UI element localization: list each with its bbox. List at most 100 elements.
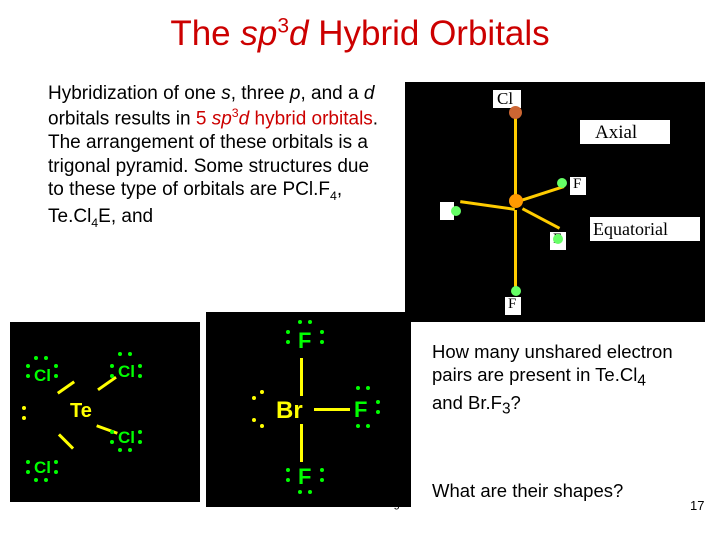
q1-t2: and Br.F bbox=[432, 392, 502, 413]
dot-icon bbox=[54, 460, 58, 464]
dot-icon bbox=[138, 364, 142, 368]
lewis-tecl4: Te Cl Cl Cl Cl bbox=[10, 322, 200, 502]
dot-icon bbox=[22, 416, 26, 420]
dot-icon bbox=[110, 374, 114, 378]
dot-icon bbox=[356, 386, 360, 390]
dot-icon bbox=[34, 478, 38, 482]
f-label-3: F bbox=[298, 464, 311, 490]
cl-label: Cl bbox=[497, 89, 513, 109]
dot-icon bbox=[22, 406, 26, 410]
geometry-diagram: Cl Axial F F Equatorial F bbox=[405, 82, 705, 322]
page-title: The sp3d Hybrid Orbitals bbox=[0, 0, 720, 54]
body-s: s bbox=[221, 83, 231, 104]
bond-eq3 bbox=[522, 207, 560, 229]
dot-icon bbox=[286, 340, 290, 344]
dot-icon bbox=[366, 424, 370, 428]
axial-label: Axial bbox=[595, 122, 637, 144]
cl-label-4: Cl bbox=[34, 458, 51, 478]
br-label: Br bbox=[276, 397, 303, 425]
title-sp: sp bbox=[240, 14, 277, 53]
bond-yv2 bbox=[300, 424, 303, 462]
footer-text: Theories of chemical bonding bbox=[256, 498, 400, 510]
center-atom-icon bbox=[509, 194, 523, 208]
cl-label-3: Cl bbox=[118, 428, 135, 448]
body-t4: orbitals results in bbox=[48, 108, 196, 129]
dot-icon bbox=[286, 478, 290, 482]
title-pre: The bbox=[170, 14, 240, 53]
eq3-atom-icon bbox=[553, 234, 563, 244]
bond-yh bbox=[314, 408, 350, 411]
dot-icon bbox=[138, 430, 142, 434]
dot-icon bbox=[54, 374, 58, 378]
axial-bottom-atom-icon bbox=[511, 286, 521, 296]
body-redsup: 3 bbox=[232, 106, 239, 120]
dot-icon bbox=[298, 490, 302, 494]
bond-eq1 bbox=[460, 200, 515, 211]
eq1-atom-icon bbox=[451, 206, 461, 216]
body-t1: Hybridization of one bbox=[48, 83, 221, 104]
dot-icon bbox=[320, 478, 324, 482]
dot-icon bbox=[252, 418, 256, 422]
dot-icon bbox=[54, 470, 58, 474]
dot-icon bbox=[308, 320, 312, 324]
q1-sub1: 4 bbox=[637, 373, 646, 390]
f-label-2: F bbox=[354, 397, 367, 423]
body-t3: , and a bbox=[300, 83, 363, 104]
body-red2: hybrid orbitals bbox=[249, 108, 373, 129]
dot-icon bbox=[308, 490, 312, 494]
q1-sub2: 3 bbox=[502, 401, 511, 418]
f4-label: F bbox=[508, 296, 516, 313]
te-label: Te bbox=[70, 400, 92, 423]
dot-icon bbox=[320, 468, 324, 472]
dot-icon bbox=[26, 470, 30, 474]
dot-icon bbox=[26, 374, 30, 378]
dot-icon bbox=[54, 364, 58, 368]
dot-icon bbox=[110, 430, 114, 434]
dot-icon bbox=[252, 396, 256, 400]
title-d: d bbox=[289, 14, 308, 53]
body-redd: d bbox=[239, 108, 250, 129]
dot-icon bbox=[128, 448, 132, 452]
body-t7: E, and bbox=[98, 206, 153, 227]
dot-icon bbox=[356, 424, 360, 428]
title-sup: 3 bbox=[277, 14, 289, 37]
equatorial-label: Equatorial bbox=[593, 219, 668, 240]
dot-icon bbox=[286, 468, 290, 472]
body-t2: , three bbox=[231, 83, 290, 104]
dot-icon bbox=[26, 364, 30, 368]
body-red1: 5 bbox=[196, 108, 212, 129]
f-label-1: F bbox=[298, 328, 311, 354]
dot-icon bbox=[110, 440, 114, 444]
bond-axial-top bbox=[514, 118, 517, 200]
bond-eq2 bbox=[521, 185, 565, 202]
dot-icon bbox=[110, 364, 114, 368]
dot-icon bbox=[260, 424, 264, 428]
bond-yv1 bbox=[300, 358, 303, 396]
cl-label-2: Cl bbox=[118, 362, 135, 382]
body-p: p bbox=[290, 83, 301, 104]
dot-icon bbox=[320, 330, 324, 334]
lewis-brf3: Br F F F bbox=[206, 312, 411, 507]
dot-icon bbox=[44, 478, 48, 482]
dot-icon bbox=[298, 320, 302, 324]
axial-top-atom-icon bbox=[509, 106, 522, 119]
dot-icon bbox=[44, 356, 48, 360]
dot-icon bbox=[128, 352, 132, 356]
bond-y1 bbox=[57, 381, 75, 395]
dot-icon bbox=[34, 356, 38, 360]
bond-y3 bbox=[96, 424, 118, 434]
dot-icon bbox=[260, 390, 264, 394]
dot-icon bbox=[26, 460, 30, 464]
dot-icon bbox=[118, 448, 122, 452]
dot-icon bbox=[376, 410, 380, 414]
bond-y4 bbox=[58, 433, 74, 449]
dot-icon bbox=[366, 386, 370, 390]
body-paragraph: Hybridization of one s, three p, and a d… bbox=[48, 82, 388, 231]
dot-icon bbox=[118, 352, 122, 356]
dot-icon bbox=[376, 400, 380, 404]
title-post: Hybrid Orbitals bbox=[309, 14, 550, 53]
page-number: 17 bbox=[690, 498, 704, 513]
dot-icon bbox=[320, 340, 324, 344]
f2-label: F bbox=[573, 176, 581, 193]
bond-axial-bottom bbox=[514, 210, 517, 288]
